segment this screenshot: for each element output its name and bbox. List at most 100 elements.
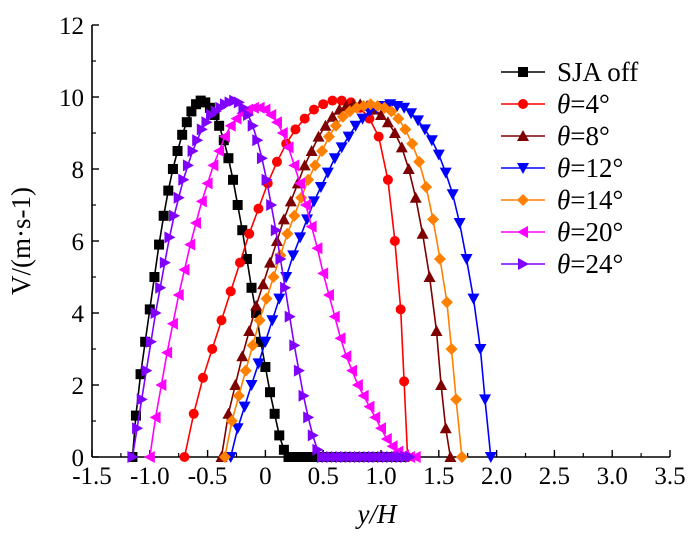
data-point — [247, 119, 259, 132]
data-point — [288, 209, 301, 222]
data-point — [312, 130, 325, 142]
data-point — [224, 119, 236, 132]
data-point — [308, 104, 319, 115]
data-point — [346, 364, 358, 377]
data-point — [155, 379, 167, 391]
data-point — [159, 256, 171, 269]
data-point — [356, 113, 369, 125]
legend-item: θ=8° — [501, 121, 610, 151]
data-point — [445, 343, 458, 355]
data-point — [252, 134, 264, 147]
data-point — [312, 443, 324, 456]
data-point — [201, 116, 213, 129]
data-point — [247, 101, 259, 114]
data-point — [259, 336, 272, 348]
data-point — [404, 451, 416, 463]
data-point — [432, 149, 445, 161]
data-point — [173, 191, 185, 204]
data-point — [316, 145, 329, 157]
data-point — [276, 127, 288, 139]
data-point — [195, 195, 207, 208]
data-point — [326, 110, 339, 122]
data-point — [416, 227, 429, 239]
data-point — [385, 105, 398, 118]
series-line — [229, 103, 492, 458]
x-tick-label: 2.0 — [481, 463, 512, 490]
data-point — [143, 451, 155, 463]
data-point — [375, 422, 386, 435]
data-point — [446, 189, 459, 201]
data-point — [257, 278, 270, 290]
data-point — [265, 387, 276, 398]
data-point — [389, 236, 400, 246]
data-point — [335, 142, 348, 154]
data-point — [294, 232, 307, 244]
data-point — [349, 120, 362, 132]
data-point — [322, 130, 335, 143]
data-point — [440, 296, 453, 309]
data-point — [214, 120, 225, 131]
series-6 — [127, 94, 416, 463]
data-point — [190, 217, 202, 229]
data-point — [196, 123, 208, 136]
data-point — [336, 95, 347, 106]
data-point — [423, 271, 436, 282]
data-point — [259, 103, 271, 116]
data-point — [392, 112, 405, 125]
data-point — [261, 173, 273, 186]
data-point — [430, 325, 443, 336]
data-point — [154, 239, 165, 250]
data-point — [351, 379, 363, 391]
legend-marker — [517, 163, 529, 174]
legend-label: θ=4° — [557, 89, 610, 119]
data-point — [243, 109, 255, 121]
data-point — [406, 137, 419, 150]
data-point — [250, 299, 263, 311]
data-point — [444, 451, 457, 462]
data-point — [479, 394, 492, 406]
data-point — [130, 410, 141, 421]
legend-item: θ=14° — [501, 185, 623, 215]
data-point — [255, 336, 266, 347]
data-point — [484, 452, 497, 463]
data-point — [136, 393, 148, 406]
data-point — [207, 344, 218, 354]
data-point — [435, 379, 448, 390]
data-point — [260, 362, 271, 372]
data-point — [149, 411, 161, 424]
data-point — [225, 415, 238, 427]
data-point — [340, 350, 352, 363]
series-2 — [215, 98, 457, 462]
data-point — [197, 372, 208, 383]
data-point — [284, 310, 296, 323]
x-tick-label: 3.0 — [597, 463, 628, 490]
data-point — [314, 182, 327, 193]
data-point — [218, 130, 230, 143]
y-tick-label: 4 — [72, 301, 85, 328]
data-point — [140, 336, 151, 347]
data-point — [178, 263, 190, 276]
data-point — [373, 131, 384, 142]
data-point — [229, 379, 242, 390]
data-point — [395, 304, 406, 315]
data-point — [275, 253, 287, 265]
data-point — [307, 196, 320, 208]
data-point — [298, 159, 311, 171]
data-point — [309, 159, 322, 172]
legend-item: θ=20° — [501, 217, 623, 247]
x-tick-label: 3.5 — [654, 463, 685, 490]
data-point — [270, 116, 282, 129]
data-point — [181, 117, 192, 128]
legend-item: θ=12° — [501, 153, 623, 183]
data-point — [225, 286, 236, 297]
legend-label: θ=8° — [557, 121, 610, 151]
data-point — [328, 153, 341, 165]
data-point — [187, 145, 199, 157]
data-point — [439, 167, 452, 179]
data-point — [380, 433, 392, 445]
data-point — [382, 174, 393, 185]
data-point — [164, 231, 176, 244]
data-point — [161, 346, 173, 359]
series-5 — [143, 101, 421, 463]
